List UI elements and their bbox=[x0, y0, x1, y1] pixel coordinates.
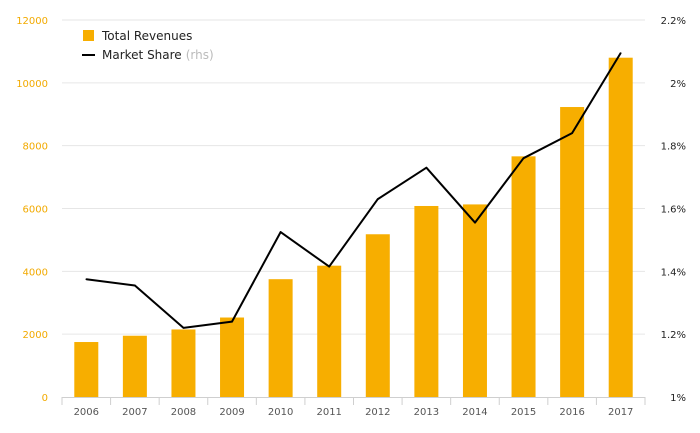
x-axis: 2006 2007 2008 2009 2010 2011 2012 2013 2014 2015… bbox=[61, 397, 646, 418]
gridlines bbox=[62, 19, 645, 335]
x-tick-label: 2015 bbox=[511, 407, 536, 418]
x-tick-label: 2008 bbox=[171, 407, 196, 418]
market-share-polyline bbox=[86, 52, 622, 329]
bar-2017 bbox=[608, 57, 633, 397]
right-tick-label: 1% bbox=[670, 393, 686, 404]
bar-2011 bbox=[317, 265, 342, 397]
market-share-point-2017 bbox=[619, 52, 622, 54]
bar-2009 bbox=[220, 317, 245, 397]
x-tick-label: 2006 bbox=[74, 407, 99, 418]
market-share-point-2012 bbox=[376, 198, 379, 200]
bar-2010 bbox=[268, 279, 293, 397]
legend: Total Revenues Market Share (rhs) bbox=[82, 29, 214, 62]
right-tick-label: 2.2% bbox=[661, 16, 686, 27]
market-share-point-2016 bbox=[571, 132, 573, 134]
bar-2014 bbox=[462, 204, 487, 397]
left-axis-ticks: 0 2000 4000 6000 8000 10000 12000 bbox=[16, 16, 48, 404]
left-tick-label: 2000 bbox=[23, 330, 48, 341]
market-share-line bbox=[85, 52, 622, 329]
legend-label-rhs-note: (rhs) bbox=[186, 48, 214, 62]
bar-2007 bbox=[122, 335, 147, 397]
bar-2012 bbox=[365, 234, 390, 397]
legend-label-market-share-text: Market Share bbox=[102, 48, 182, 62]
right-axis-ticks: 1% 1.2% 1.4% 1.6% 1.8% 2% 2.2% bbox=[661, 16, 686, 404]
x-tick-label: 2017 bbox=[608, 407, 633, 418]
left-tick-label: 12000 bbox=[16, 16, 48, 27]
market-share-point-2015 bbox=[522, 157, 525, 160]
right-tick-label: 1.4% bbox=[661, 267, 686, 278]
left-tick-label: 4000 bbox=[23, 267, 48, 278]
market-share-point-2011 bbox=[328, 265, 331, 268]
market-share-point-2010 bbox=[279, 231, 282, 233]
revenue-bars bbox=[74, 57, 633, 397]
x-tick-label: 2014 bbox=[462, 407, 487, 418]
bar-2006 bbox=[74, 342, 99, 397]
x-tick-label: 2016 bbox=[559, 407, 584, 418]
right-tick-label: 1.2% bbox=[661, 330, 686, 341]
market-share-point-2014 bbox=[474, 221, 476, 224]
x-tick-label: 2009 bbox=[219, 407, 244, 418]
bar-2015 bbox=[511, 156, 536, 397]
x-tick-label: 2007 bbox=[122, 407, 147, 418]
bar-2013 bbox=[414, 205, 439, 397]
bar-2008 bbox=[171, 329, 196, 397]
left-tick-label: 0 bbox=[42, 393, 48, 404]
market-share-point-2009 bbox=[231, 320, 233, 323]
right-tick-label: 1.6% bbox=[661, 205, 686, 216]
bar-2016 bbox=[560, 107, 585, 397]
left-tick-label: 10000 bbox=[16, 79, 48, 90]
left-tick-label: 8000 bbox=[23, 142, 48, 153]
x-tick-label: 2012 bbox=[365, 407, 390, 418]
legend-label-market-share: Market Share (rhs) bbox=[102, 48, 214, 62]
market-share-point-2006 bbox=[85, 278, 88, 280]
right-tick-label: 2% bbox=[670, 79, 686, 90]
market-share-point-2007 bbox=[134, 284, 136, 287]
legend-label-revenues: Total Revenues bbox=[101, 29, 192, 43]
x-tick-label: 2011 bbox=[316, 407, 341, 418]
left-tick-label: 6000 bbox=[23, 205, 48, 216]
x-tick-label: 2013 bbox=[414, 407, 439, 418]
market-share-point-2013 bbox=[425, 166, 428, 169]
x-tick-label: 2010 bbox=[268, 407, 293, 418]
legend-swatch-revenues bbox=[83, 30, 94, 41]
market-share-point-2008 bbox=[182, 327, 185, 329]
right-tick-label: 1.8% bbox=[661, 142, 686, 153]
